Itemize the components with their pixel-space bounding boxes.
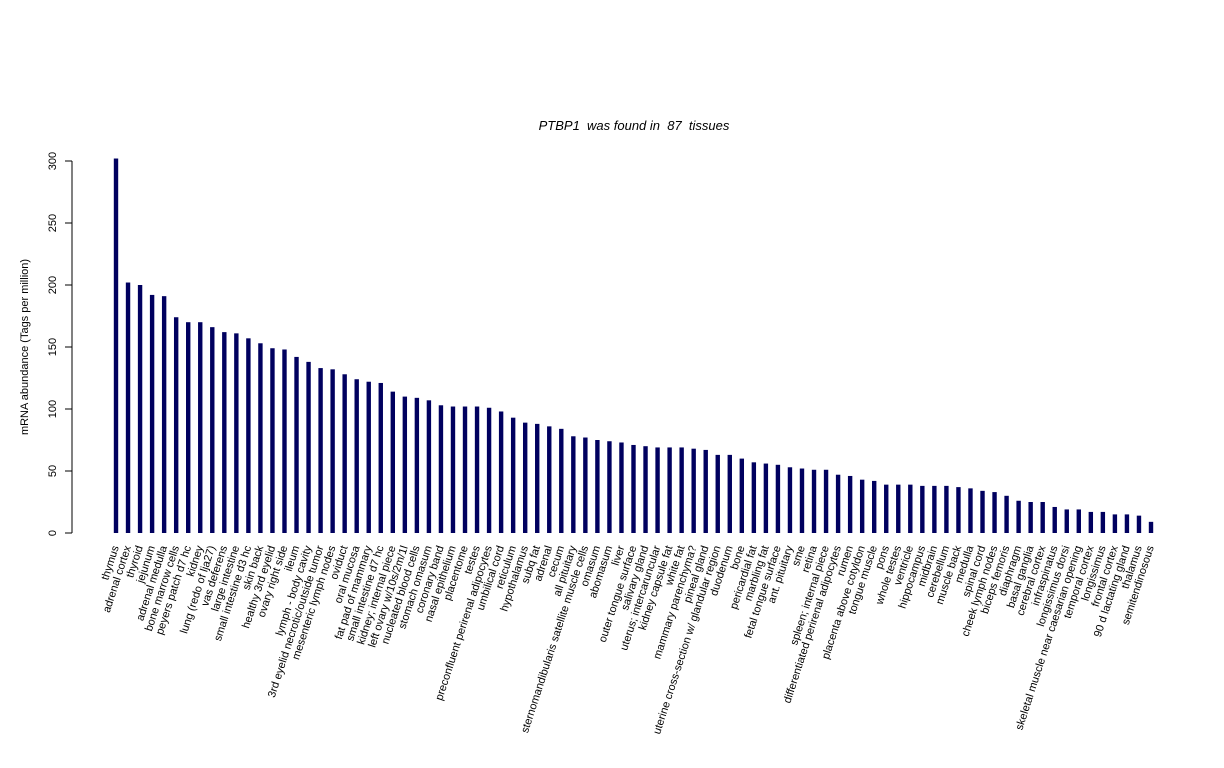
bar bbox=[149, 294, 155, 533]
bar bbox=[161, 296, 167, 533]
bar bbox=[1064, 509, 1069, 533]
bar bbox=[980, 490, 985, 533]
bar bbox=[270, 348, 275, 533]
bar bbox=[402, 396, 408, 533]
bar bbox=[968, 488, 973, 533]
bar bbox=[282, 349, 287, 533]
bar bbox=[667, 447, 672, 533]
bar bbox=[727, 454, 732, 533]
bar bbox=[1076, 509, 1081, 533]
y-tick-label: 150 bbox=[47, 338, 59, 356]
bar bbox=[847, 475, 853, 533]
bar bbox=[595, 440, 600, 533]
y-tick-label: 200 bbox=[47, 276, 59, 294]
y-tick-label: 0 bbox=[47, 530, 59, 536]
bar bbox=[522, 422, 528, 533]
bar bbox=[956, 487, 961, 533]
bar bbox=[246, 338, 251, 533]
bar bbox=[342, 374, 347, 533]
bar bbox=[583, 437, 588, 533]
bar bbox=[908, 484, 913, 533]
bar bbox=[607, 441, 612, 533]
bar bbox=[559, 428, 564, 533]
bar bbox=[1148, 521, 1154, 533]
bar bbox=[474, 406, 480, 533]
bar bbox=[799, 468, 805, 533]
bar bbox=[498, 411, 504, 533]
bar bbox=[643, 446, 648, 533]
bar bbox=[932, 485, 937, 533]
bar bbox=[655, 447, 660, 533]
bar bbox=[1052, 506, 1057, 533]
bar bbox=[462, 406, 468, 533]
bar bbox=[137, 285, 143, 533]
y-tick-label: 100 bbox=[47, 400, 59, 418]
bar bbox=[306, 361, 311, 533]
bar bbox=[751, 462, 757, 533]
bar bbox=[835, 474, 841, 533]
bar bbox=[366, 381, 371, 533]
bar bbox=[1136, 515, 1142, 533]
y-tick-label: 50 bbox=[47, 465, 59, 477]
bar bbox=[113, 158, 119, 533]
bar bbox=[871, 480, 877, 533]
bar bbox=[173, 317, 179, 533]
bar bbox=[1040, 502, 1045, 533]
bar bbox=[896, 484, 901, 533]
y-tick-label: 300 bbox=[47, 152, 59, 170]
bar bbox=[186, 322, 191, 533]
bar bbox=[1100, 511, 1106, 533]
bar bbox=[414, 397, 420, 533]
bar bbox=[450, 406, 456, 533]
bar bbox=[234, 333, 239, 533]
bar bbox=[691, 448, 696, 533]
bar bbox=[679, 447, 684, 533]
y-tick-label: 250 bbox=[47, 214, 59, 232]
y-axis-label: mRNA abundance (Tags per million) bbox=[19, 259, 31, 435]
bar bbox=[390, 391, 396, 533]
bar bbox=[198, 322, 203, 533]
bar bbox=[378, 382, 383, 533]
bar bbox=[787, 467, 793, 533]
bar bbox=[318, 368, 323, 533]
bar bbox=[992, 492, 997, 533]
bar bbox=[619, 442, 624, 533]
bar bbox=[547, 426, 552, 533]
bar bbox=[1016, 500, 1021, 533]
bar bbox=[715, 454, 720, 533]
bar bbox=[944, 485, 949, 533]
bar bbox=[571, 436, 576, 533]
bar bbox=[739, 458, 745, 533]
bar bbox=[125, 282, 131, 533]
bar bbox=[510, 417, 516, 533]
bar bbox=[1004, 495, 1009, 533]
bar bbox=[763, 463, 769, 533]
bar bbox=[1124, 514, 1130, 533]
bar bbox=[258, 343, 263, 533]
bar bbox=[631, 444, 636, 533]
bar bbox=[486, 407, 492, 533]
bar bbox=[535, 423, 540, 533]
bar bbox=[426, 400, 432, 533]
bar bbox=[354, 379, 359, 533]
bar bbox=[210, 327, 215, 533]
bar bbox=[859, 479, 865, 533]
bar bbox=[1112, 514, 1118, 533]
bar bbox=[222, 332, 227, 533]
bar bbox=[1028, 502, 1033, 533]
bar bbox=[294, 356, 299, 533]
bar bbox=[330, 369, 335, 533]
bar bbox=[438, 405, 444, 533]
bar bbox=[775, 464, 781, 533]
bar bbox=[811, 469, 817, 533]
bar bbox=[703, 449, 708, 533]
bar bbox=[823, 469, 829, 533]
bar bbox=[1088, 511, 1094, 533]
bar bbox=[920, 485, 925, 533]
bar bbox=[884, 484, 889, 533]
chart-title: PTBP1 was found in 87 tissues bbox=[539, 118, 730, 133]
